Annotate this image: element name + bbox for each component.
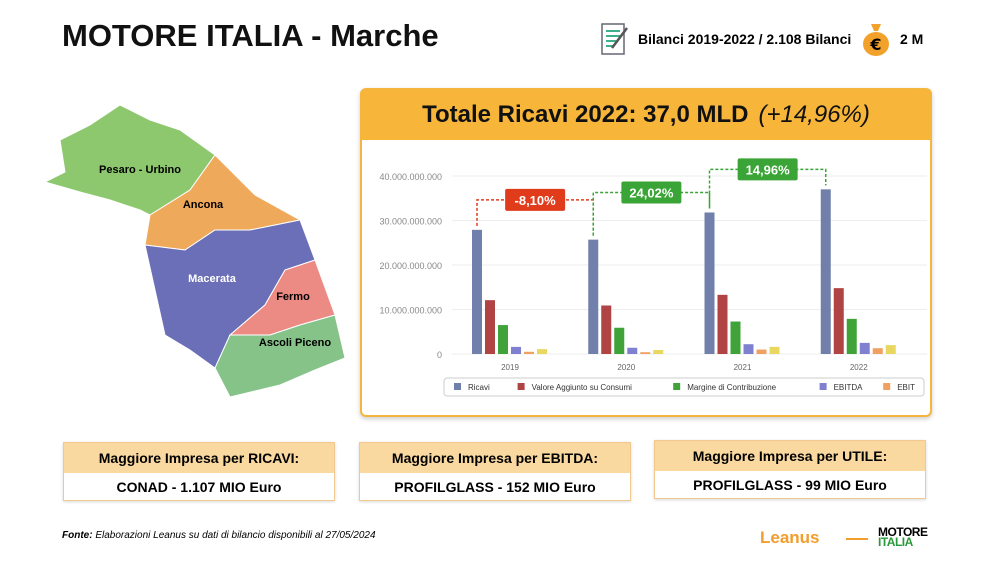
label-ascoli-piceno: Ascoli Piceno: [259, 337, 331, 349]
y-tick-label: 40.000.000.000: [379, 172, 442, 182]
logo-divider: [846, 538, 868, 540]
bar-ebitda: [859, 342, 870, 354]
x-tick-label: 2022: [850, 363, 868, 372]
svg-text:€: €: [869, 35, 881, 54]
legend-swatch: [517, 383, 525, 390]
label-macerata: Macerata: [188, 273, 237, 285]
x-tick-label: 2020: [617, 363, 635, 372]
panel-change: (+14,96%): [758, 101, 870, 128]
change-label: 14,96%: [746, 162, 791, 177]
amount-text: 2 M: [900, 31, 924, 47]
card-title: Maggiore Impresa per UTILE:: [655, 441, 925, 471]
card-value: CONAD - 1.107 MIO Euro: [64, 473, 334, 500]
bar-margine-di-contribuzione: [730, 321, 741, 354]
bilanci-text: Bilanci 2019-2022 / 2.108 Bilanci: [638, 31, 852, 47]
region-ascoli-piceno[interactable]: [214, 314, 346, 398]
bar-margine-di-contribuzione: [614, 327, 625, 354]
legend-swatch: [673, 383, 681, 390]
card-title: Maggiore Impresa per RICAVI:: [64, 443, 334, 473]
legend-swatch: [883, 383, 891, 390]
bar-margine-di-contribuzione: [498, 325, 508, 354]
label-pesaro-urbino: Pesaro - Urbino: [99, 164, 181, 176]
bar-ebt: [885, 345, 896, 354]
card-utile: Maggiore Impresa per UTILE: PROFILGLASS -…: [654, 440, 926, 499]
panel-title-text: Totale Ricavi 2022: 37,0 MLD: [422, 101, 749, 128]
bar-ebt: [769, 346, 780, 354]
legend-label: Margine di Contribuzione: [687, 383, 776, 392]
card-ricavi: Maggiore Impresa per RICAVI: CONAD - 1.10…: [63, 442, 335, 501]
bar-ebt: [653, 349, 664, 354]
card-ebitda: Maggiore Impresa per EBITDA: PROFILGLASS …: [359, 442, 631, 501]
bar-ebitda: [511, 346, 521, 354]
bar-ebit: [640, 352, 651, 354]
bar-margine-di-contribuzione: [846, 318, 857, 354]
card-title: Maggiore Impresa per EBITDA:: [360, 443, 630, 473]
legend-label: Valore Aggiunto su Consumi: [532, 383, 633, 392]
bar-valore-aggiunto-su-consumi: [485, 300, 495, 354]
bar-ricavi: [472, 229, 482, 354]
marche-map: Pesaro - Urbino Ancona Macerata Fermo As…: [43, 104, 346, 398]
bar-valore-aggiunto-su-consumi: [833, 288, 844, 354]
motore-italia-logo: MOTORE ITALIA: [878, 525, 928, 549]
change-label: -8,10%: [515, 193, 557, 208]
card-value: PROFILGLASS - 99 MIO Euro: [655, 471, 925, 498]
bar-valore-aggiunto-su-consumi: [601, 305, 612, 354]
change-badge: [505, 188, 566, 211]
bar-ebitda: [743, 344, 754, 354]
revenue-chart: 0 10.000.000.000 20.000.000.000 30.000.000.…: [379, 158, 967, 397]
page-title: MOTORE ITALIA - Marche: [62, 18, 439, 53]
panel-title: Totale Ricavi 2022: 37,0 MLD (+14,96%): [362, 90, 930, 140]
card-value: PROFILGLASS - 152 MIO Euro: [360, 473, 630, 500]
legend-label: Ricavi: [468, 383, 490, 392]
bar-ricavi: [704, 212, 715, 354]
euro-bag-icon: €: [863, 24, 889, 56]
legend-label: EBIT: [897, 383, 915, 392]
bar-ebt: [537, 349, 547, 354]
y-tick-label: 20.000.000.000: [379, 261, 442, 271]
legend-swatch: [454, 383, 461, 390]
logo-text-italia: ITALIA: [878, 535, 913, 549]
y-tick-label: 30.000.000.000: [379, 217, 442, 227]
change-badge: [737, 158, 798, 181]
y-tick-label: 10.000.000.000: [379, 306, 442, 316]
x-tick-label: 2019: [501, 363, 519, 372]
label-ancona: Ancona: [183, 199, 224, 211]
legend-swatch: [819, 383, 827, 390]
source-note: Fonte: Elaborazioni Leanus su dati di bi…: [62, 530, 376, 541]
change-badge: [621, 181, 682, 204]
leanus-logo: Leanus: [760, 528, 820, 547]
change-label: 24,02%: [629, 185, 674, 200]
legend-box: [443, 377, 925, 397]
revenue-panel: Totale Ricavi 2022: 37,0 MLD (+14,96%) 0 1…: [360, 88, 967, 417]
bilanci-info: Bilanci 2019-2022 / 2.108 Bilanci: [600, 22, 851, 56]
amount-info: € 2 M: [862, 22, 923, 56]
bar-ebit: [524, 351, 534, 354]
bar-valore-aggiunto-su-consumi: [717, 294, 728, 354]
legend-label: EBITDA: [834, 383, 864, 392]
bar-ebit: [872, 348, 883, 354]
bar-ricavi: [588, 239, 599, 354]
label-fermo: Fermo: [276, 291, 310, 303]
bar-ricavi: [820, 189, 831, 354]
source-label: Fonte:: [62, 530, 93, 541]
x-tick-label: 2021: [734, 363, 752, 372]
y-tick-label: 0: [437, 350, 442, 360]
region-pesaro-urbino[interactable]: [43, 104, 216, 216]
source-text: Elaborazioni Leanus su dati di bilancio …: [92, 530, 376, 541]
document-edit-icon: [601, 23, 628, 55]
logo-text-motore: MOTORE: [878, 525, 928, 539]
bar-ebitda: [627, 347, 638, 354]
bar-ebit: [756, 349, 767, 354]
